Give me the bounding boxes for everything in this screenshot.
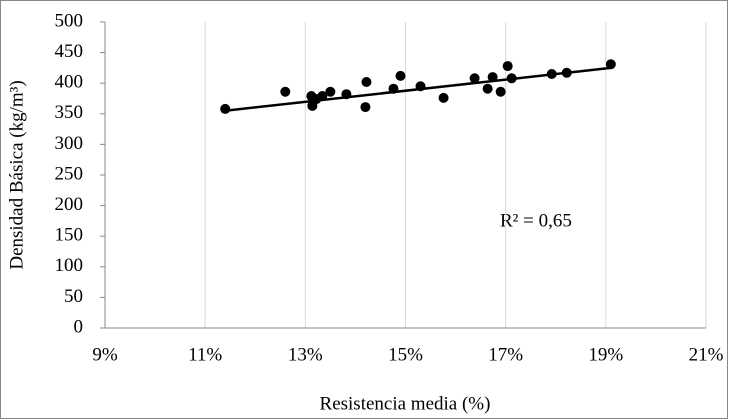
point (280, 86, 291, 97)
x-tick-label: 11% (188, 344, 222, 365)
x-tick-label: 21% (689, 344, 724, 365)
y-tick-label: 150 (55, 225, 84, 246)
y-tick-label: 450 (55, 41, 84, 62)
point (395, 70, 406, 81)
point (487, 72, 498, 83)
x-tick-label: 9% (92, 344, 118, 365)
point (506, 73, 517, 84)
y-tick-label: 400 (55, 72, 84, 93)
y-tick-label: 500 (55, 10, 84, 31)
x-tick-label: 13% (288, 344, 323, 365)
x-axis-title: Resistencia media (%) (320, 393, 491, 414)
point (438, 92, 449, 103)
point (482, 83, 493, 94)
point (388, 83, 399, 94)
y-tick-label: 300 (55, 133, 84, 154)
point (605, 59, 616, 70)
point (325, 86, 336, 97)
y-tick-label: 0 (74, 316, 84, 337)
y-tick-label: 100 (55, 255, 84, 276)
point (360, 102, 371, 113)
point (361, 76, 372, 87)
y-axis-title: Densidad Básica (kg/m³) (6, 80, 27, 269)
point (415, 81, 426, 92)
annotation: R² = 0,65 (500, 210, 572, 231)
y-tick-label: 200 (55, 194, 84, 215)
point (502, 61, 513, 72)
x-tick-label: 15% (388, 344, 423, 365)
y-tick-label: 350 (55, 102, 84, 123)
point (317, 91, 328, 102)
x-tick-label: 17% (488, 344, 523, 365)
point (469, 73, 480, 84)
point (495, 86, 506, 97)
x-tick-label: 19% (588, 344, 623, 365)
y-tick-label: 50 (64, 286, 83, 307)
point (561, 67, 572, 78)
y-tick-label: 250 (55, 163, 84, 184)
point (341, 89, 352, 100)
point (546, 69, 557, 80)
point (220, 103, 231, 114)
